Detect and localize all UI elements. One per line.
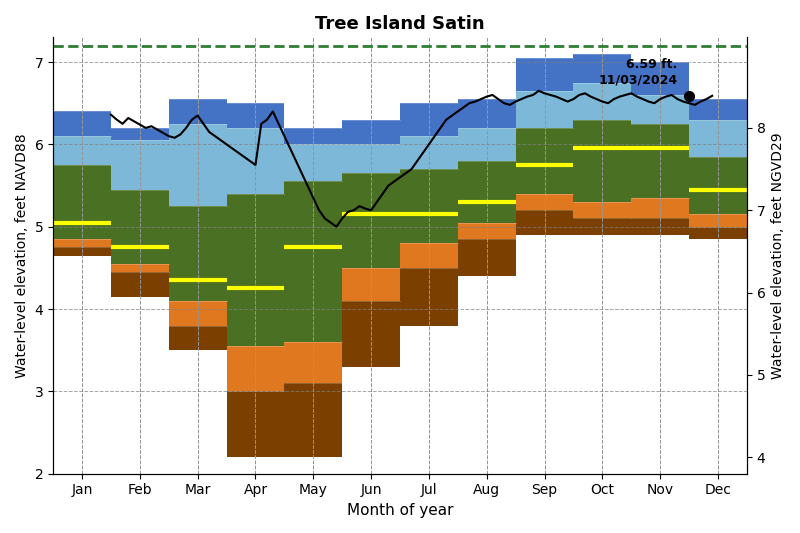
Y-axis label: Water-level elevation, feet NGVD29: Water-level elevation, feet NGVD29 xyxy=(771,132,785,379)
Title: Tree Island Satin: Tree Island Satin xyxy=(315,15,485,33)
Y-axis label: Water-level elevation, feet NAVD88: Water-level elevation, feet NAVD88 xyxy=(15,133,29,378)
X-axis label: Month of year: Month of year xyxy=(346,503,454,518)
Text: 6.59 ft.
11/03/2024: 6.59 ft. 11/03/2024 xyxy=(598,59,678,86)
